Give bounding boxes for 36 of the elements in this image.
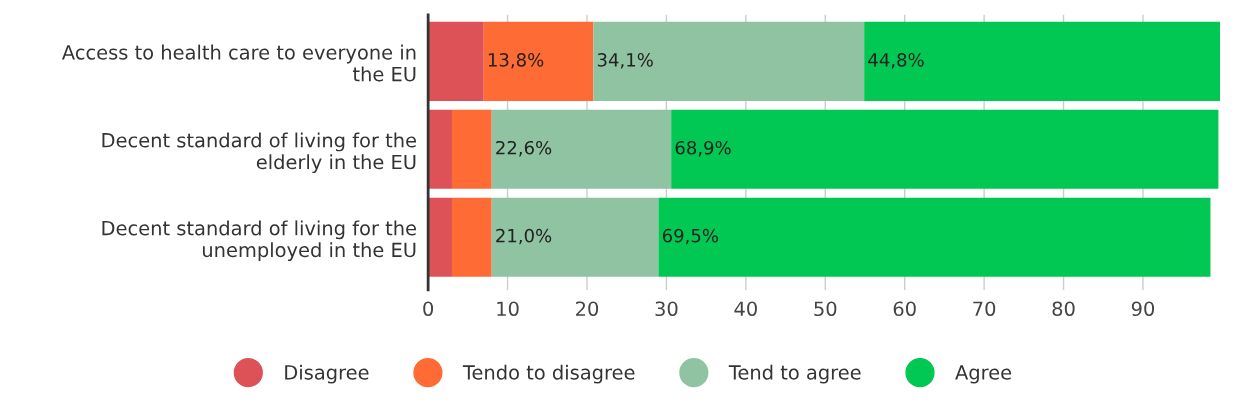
- data-label: 22,6%: [496, 140, 552, 157]
- bar: [491, 109, 672, 189]
- x-tick-label: 50: [814, 301, 837, 317]
- y-tick-label: Access to health care to everyone in the EU: [61, 44, 416, 82]
- legend-label: Tend to agree: [728, 364, 861, 384]
- data-label: 44,8%: [868, 53, 924, 69]
- x-tick-label: 90: [1131, 301, 1155, 317]
- x-tick-label: 0: [423, 301, 434, 317]
- bar: [864, 21, 1220, 101]
- y-tick-label: Decent standard of living for the elderly in the EU: [102, 132, 416, 174]
- bar: [491, 197, 659, 277]
- data-label: 68,9%: [675, 140, 731, 157]
- x-tick-label: 80: [1052, 301, 1075, 317]
- data-label: 34,1%: [597, 53, 653, 69]
- bar: [483, 21, 594, 101]
- bar: [658, 197, 1211, 277]
- bar: [671, 109, 1219, 189]
- x-tick-label: 70: [973, 301, 996, 317]
- bar: [451, 109, 492, 189]
- legend-label: Tendo to disagree: [462, 364, 635, 384]
- x-tick-label: 10: [497, 301, 519, 317]
- x-tick-label: 30: [655, 301, 678, 317]
- data-label: 13,8%: [488, 53, 544, 69]
- x-tick-label: 40: [734, 301, 757, 317]
- x-tick-label: 20: [576, 301, 599, 317]
- legend-label: Disagree: [285, 364, 369, 384]
- y-tick-label: Decent standard of living for the unemployed in the EU: [102, 220, 416, 261]
- bar: [451, 197, 492, 277]
- x-tick-label: 60: [893, 301, 916, 317]
- data-label: 69,5%: [662, 228, 719, 245]
- bar: [428, 21, 484, 101]
- bar: [593, 21, 865, 101]
- bar: [428, 197, 452, 277]
- data-label: 21,0%: [496, 228, 552, 245]
- legend-label: Agree: [955, 365, 1012, 384]
- bar: [428, 109, 452, 189]
